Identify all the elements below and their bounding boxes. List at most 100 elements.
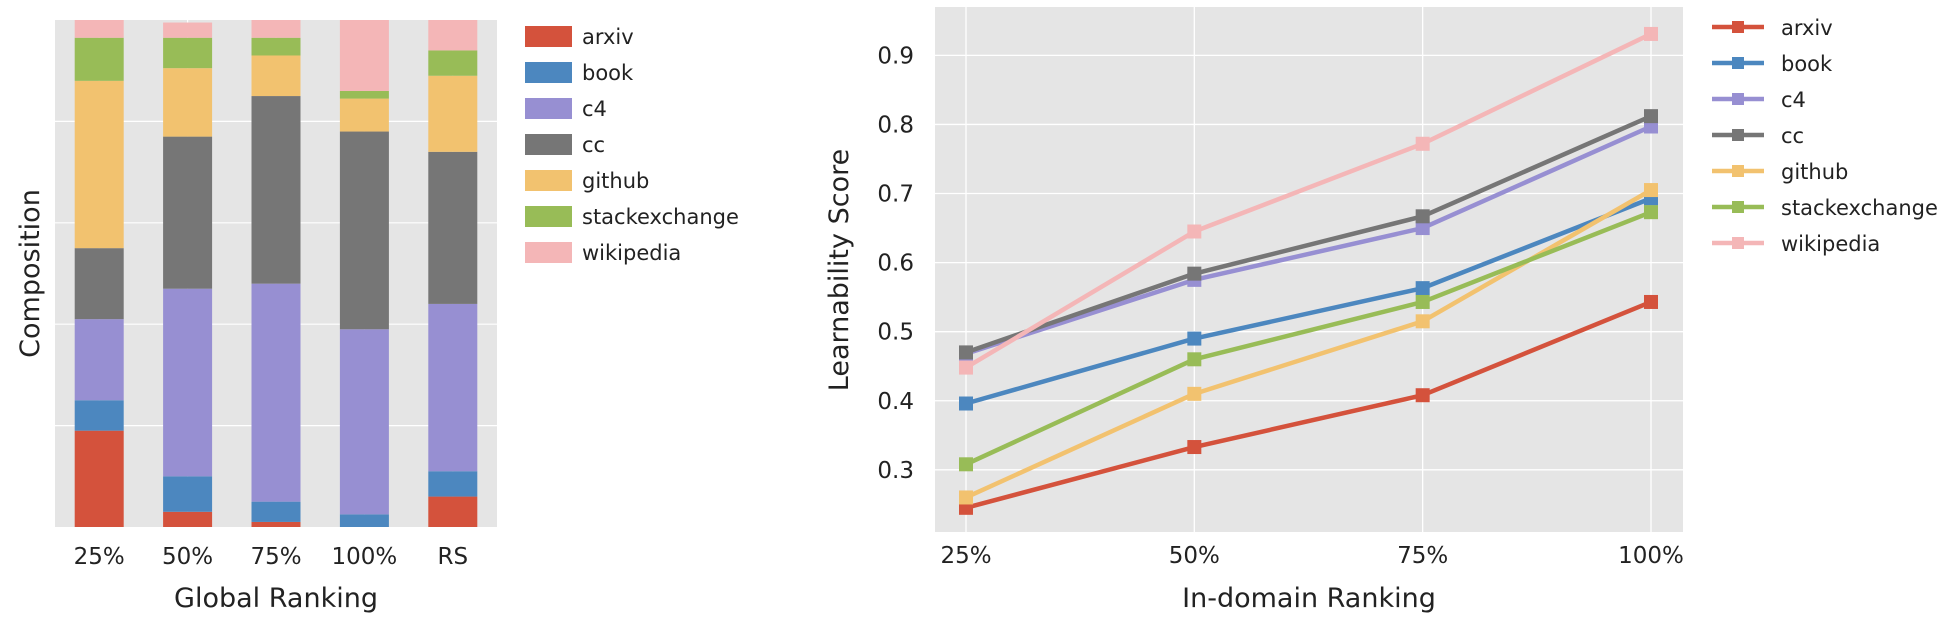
bar-segment-github-75	[251, 55, 301, 97]
bar-x-tick-label-rs: RS	[438, 544, 469, 570]
line-legend-marker-wikipedia	[1732, 237, 1744, 249]
line-point-arxiv-50	[1187, 440, 1202, 455]
line-y-tick-label-5: 0.8	[877, 112, 914, 138]
bar-marks	[74, 20, 478, 527]
line-legend-label-arxiv: arxiv	[1781, 16, 1833, 40]
line-x-tick-labels: 25% 50% 75% 100%	[940, 543, 1683, 569]
bar-segment-c4-50	[163, 288, 213, 477]
bar-segment-wikipedia-75	[251, 20, 301, 38]
bar-legend-label-arxiv: arxiv	[582, 25, 634, 49]
line-legend-label-github: github	[1781, 160, 1848, 184]
line-series-cc	[965, 114, 1652, 355]
line-x-tick-label-50: 50%	[1169, 543, 1220, 569]
bar-legend-label-c4: c4	[582, 97, 607, 121]
line-legend-marker-stackexchange	[1732, 201, 1744, 213]
bar-x-tick-label-50: 50%	[162, 544, 213, 570]
line-point-book-75	[1415, 281, 1430, 296]
line-legend-label-cc: cc	[1781, 124, 1804, 148]
line-legend-label-wikipedia: wikipedia	[1781, 232, 1880, 256]
bar-segment-stackexchange-50	[163, 37, 213, 69]
bar-y-axis-label: Composition	[15, 189, 46, 358]
bar-segment-github-50	[163, 68, 213, 137]
bar-legend: arxiv book c4 cc github stackexchange wikipedi…	[525, 25, 739, 265]
line-point-stackexchange-75	[1415, 294, 1430, 309]
stacked-bar-chart: 25% 50% 75% 100% RS Global Ranking Compositi…	[15, 20, 739, 614]
bar-legend-swatch-arxiv	[525, 26, 572, 47]
line-legend-label-stackexchange: stackexchange	[1781, 196, 1938, 220]
bar-legend-swatch-cc	[525, 134, 572, 155]
line-point-github-100	[1644, 183, 1658, 198]
bar-segment-wikipedia-25	[74, 20, 124, 38]
bar-segment-c4-25	[74, 319, 124, 401]
line-legend: arxiv book c4 cc github stackexchange wikipedi…	[1712, 16, 1938, 256]
bar-segment-cc-100	[339, 131, 389, 330]
line-point-book-25	[959, 396, 973, 411]
line-x-tick-label-100: 100%	[1618, 543, 1684, 569]
bar-legend-swatch-book	[525, 62, 572, 83]
line-series-book	[965, 196, 1652, 406]
line-point-wikipedia-25	[959, 360, 973, 375]
bar-segment-stackexchange-100	[339, 90, 389, 99]
line-y-axis-label: Learnability Score	[824, 149, 855, 391]
line-legend-marker-book	[1732, 57, 1744, 69]
bar-segment-github-100	[339, 98, 389, 132]
line-y-tick-label-4: 0.7	[877, 182, 914, 208]
bar-segment-cc-25	[74, 248, 124, 320]
line-point-cc-100	[1644, 109, 1658, 124]
line-series-arxiv	[965, 299, 1652, 510]
line-y-tick-label-2: 0.5	[877, 320, 914, 346]
line-legend-marker-arxiv	[1732, 21, 1744, 33]
line-point-wikipedia-100	[1644, 26, 1658, 41]
bar-segment-book-25	[74, 400, 124, 431]
line-marks	[959, 26, 1658, 515]
bar-legend-label-cc: cc	[582, 133, 605, 157]
bar-legend-swatch-stackexchange	[525, 206, 572, 227]
line-point-github-50	[1187, 386, 1202, 401]
line-y-tick-label-3: 0.6	[877, 251, 914, 277]
line-legend-label-book: book	[1781, 52, 1833, 76]
line-legend-label-c4: c4	[1781, 88, 1806, 112]
bar-legend-label-stackexchange: stackexchange	[582, 205, 739, 229]
line-point-github-25	[959, 490, 973, 505]
line-y-tick-label-0: 0.3	[877, 458, 914, 484]
bar-segment-cc-75	[251, 96, 301, 284]
bar-legend-label-wikipedia: wikipedia	[582, 241, 681, 265]
bar-legend-label-book: book	[582, 61, 634, 85]
bar-segment-wikipedia-50	[163, 22, 213, 38]
bar-segment-book-100	[339, 514, 389, 527]
line-x-tick-label-75: 75%	[1397, 543, 1448, 569]
line-plot-background	[935, 7, 1683, 532]
bar-x-tick-label-25: 25%	[74, 544, 125, 570]
line-series-wikipedia	[964, 31, 1652, 370]
bar-legend-swatch-c4	[525, 98, 572, 119]
bar-legend-label-github: github	[582, 169, 649, 193]
bar-x-tick-label-100: 100%	[332, 544, 398, 570]
line-legend-marker-c4	[1732, 93, 1744, 105]
line-point-arxiv-100	[1644, 294, 1658, 309]
bar-segment-cc-rs	[428, 151, 478, 304]
bar-x-tick-label-75: 75%	[250, 544, 301, 570]
bar-x-axis-label: Global Ranking	[174, 583, 378, 614]
line-series-c4	[965, 124, 1652, 356]
line-point-stackexchange-100	[1644, 205, 1658, 220]
line-point-stackexchange-25	[959, 457, 973, 472]
line-chart: 0.3 0.4 0.5 0.6 0.7 0.8 0.9 25% 50% 75% 100% In-d…	[824, 7, 1938, 614]
line-point-wikipedia-50	[1187, 224, 1202, 239]
bar-segment-book-50	[163, 476, 213, 512]
line-legend-marker-cc	[1732, 129, 1744, 141]
line-series-stackexchange	[965, 210, 1652, 467]
line-point-book-50	[1187, 331, 1202, 346]
bar-segment-c4-75	[251, 283, 301, 502]
line-x-tick-label-25: 25%	[940, 543, 991, 569]
line-point-cc-25	[959, 345, 973, 360]
bar-segment-stackexchange-25	[74, 37, 124, 81]
bar-x-tick-labels: 25% 50% 75% 100% RS	[74, 544, 468, 570]
bar-segment-wikipedia-100	[339, 20, 389, 91]
bar-segment-arxiv-50	[163, 511, 213, 527]
bar-segment-arxiv-25	[74, 430, 124, 527]
line-point-cc-75	[1415, 209, 1430, 224]
bar-segment-arxiv-rs	[428, 496, 478, 527]
line-point-c4-75	[1415, 221, 1430, 236]
bar-segment-book-rs	[428, 471, 478, 497]
